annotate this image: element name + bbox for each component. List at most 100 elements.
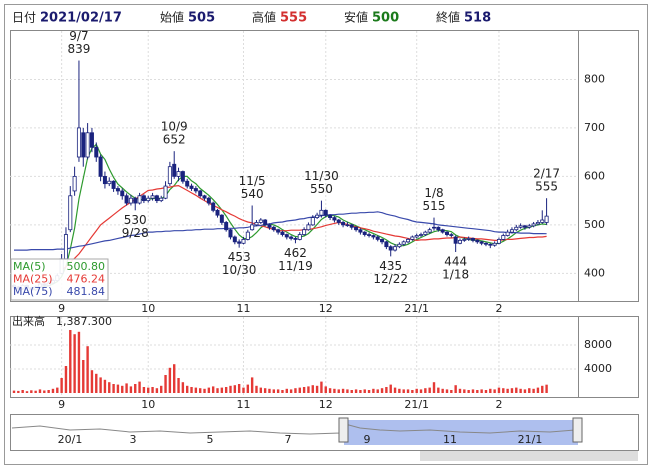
volume-bar — [376, 389, 379, 393]
header-value: 2021/02/17 — [40, 11, 122, 26]
volume-bar — [203, 388, 206, 393]
volume-bar — [69, 330, 72, 393]
volume-bar — [116, 384, 120, 393]
candle-body — [137, 195, 142, 204]
y-tick-label: 400 — [584, 266, 605, 279]
y-tick-label: 700 — [584, 121, 605, 134]
candle-body — [98, 156, 103, 177]
annotation-price: 540 — [241, 187, 264, 201]
navigator-label: 21/1 — [518, 433, 543, 446]
candle-body — [505, 231, 510, 236]
navigator-line — [11, 423, 576, 435]
volume-bar — [194, 387, 198, 393]
candle-body — [146, 197, 151, 202]
candle-body — [297, 234, 302, 240]
candle-body — [215, 209, 220, 216]
volume-bar — [302, 387, 306, 393]
candle-body — [141, 195, 146, 202]
volume-bar — [272, 389, 275, 393]
navigator-handle[interactable] — [572, 417, 583, 443]
candle-body — [479, 241, 484, 244]
candle-body — [488, 243, 493, 246]
candle-body — [492, 242, 497, 246]
volume-bar — [263, 388, 267, 393]
candle-body — [466, 238, 471, 240]
x-tick-label: 10 — [141, 302, 155, 315]
y-tick-label: 500 — [584, 218, 605, 231]
candle-body — [323, 209, 328, 216]
header-label: 始値 — [160, 10, 184, 25]
volume-bar — [320, 381, 323, 393]
volume-bar — [168, 367, 172, 393]
candle-body — [457, 239, 462, 244]
x-tick-label: 2 — [495, 302, 502, 315]
candle-body — [328, 214, 333, 218]
volume-bar — [82, 360, 85, 393]
candle-body — [319, 209, 324, 216]
candle-body — [180, 171, 185, 182]
candle-body — [527, 225, 532, 228]
candle-body — [293, 238, 298, 240]
candle-body — [150, 195, 155, 199]
volume-bar — [545, 384, 548, 393]
candle-body — [193, 188, 198, 192]
navigator-label: 11 — [443, 433, 457, 446]
candle-body — [172, 163, 177, 177]
volume-bar — [34, 390, 37, 393]
candle-body — [232, 236, 237, 243]
annotation-date: 1/8 — [424, 186, 443, 200]
volume-bar — [155, 388, 159, 393]
y-tick-label: 8000 — [584, 338, 612, 351]
candle-body — [341, 222, 346, 226]
volume-bar — [151, 387, 154, 393]
volume-bar — [432, 382, 436, 393]
ma-line — [14, 211, 547, 251]
header-label: 安値 — [344, 10, 368, 25]
candle-body — [198, 190, 203, 197]
volume-bar — [181, 382, 185, 393]
price-panel — [10, 30, 639, 302]
candle-body — [462, 239, 467, 241]
candle-body — [167, 166, 172, 185]
candle-body — [371, 235, 376, 238]
volume-bar — [268, 388, 271, 393]
legend-value: 481.84 — [67, 285, 106, 298]
candle-body — [388, 246, 393, 251]
candle-body — [332, 217, 337, 221]
candle-body — [271, 226, 276, 231]
candle-body — [354, 226, 359, 231]
volume-bar — [476, 390, 479, 393]
candle-body — [176, 171, 181, 177]
volume-bar — [246, 384, 250, 393]
volume-bar — [64, 366, 68, 393]
candle-body — [540, 219, 545, 223]
volume-bar — [489, 388, 492, 393]
candle-body — [349, 224, 354, 228]
volume-bar — [142, 387, 146, 393]
candle-body — [449, 234, 454, 236]
candle-body — [276, 229, 281, 233]
scrollbar[interactable] — [420, 451, 638, 461]
volume-panel — [10, 316, 639, 398]
legend-box — [10, 258, 109, 301]
candle-body — [518, 225, 523, 228]
volume-bar — [450, 390, 453, 393]
annotation-date: 1/18 — [442, 268, 469, 282]
volume-bar — [220, 387, 224, 393]
volume-bar — [21, 390, 24, 393]
candle-body — [289, 236, 294, 239]
volume-bar — [385, 387, 388, 393]
candle-body — [436, 226, 441, 231]
volume-bar — [333, 388, 336, 393]
volume-bar — [402, 389, 405, 393]
header-value: 555 — [280, 11, 307, 26]
x-tick-label: 21/1 — [404, 302, 429, 315]
candle-body — [419, 234, 424, 236]
navigator-handle[interactable] — [338, 417, 349, 443]
candle-body — [535, 222, 540, 225]
candle-body — [531, 223, 536, 227]
candle-body — [284, 234, 289, 238]
candle-body — [154, 195, 159, 202]
candle-body — [315, 214, 320, 218]
volume-bar — [367, 390, 371, 393]
